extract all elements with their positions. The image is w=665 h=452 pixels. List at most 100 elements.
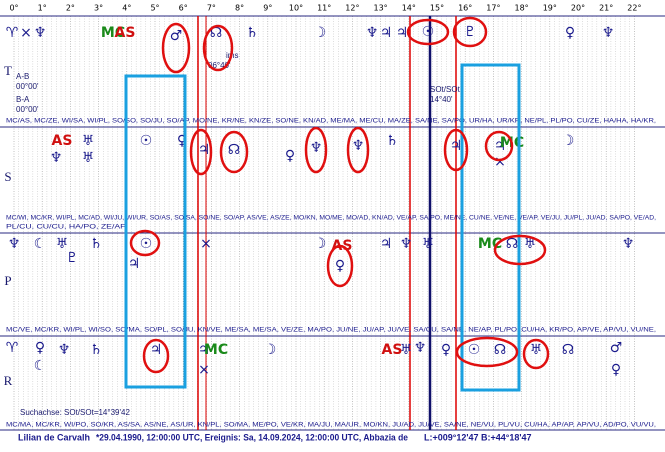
highlight-layer (124, 16, 550, 392)
degree-label: 15° (430, 4, 444, 13)
planet-glyph: MC (101, 25, 125, 41)
highlight-circle (406, 18, 450, 46)
planet-glyph: ♂ (170, 28, 183, 44)
degree-label: 21° (599, 4, 613, 13)
planet-glyph: ♅ (82, 150, 95, 166)
planet-glyph: ♆ (352, 138, 365, 154)
planet-glyph: AS (382, 342, 403, 358)
planet-glyph: ♄ (386, 133, 399, 149)
degree-label: 22° (627, 4, 641, 13)
planet-glyph: ♅ (422, 236, 435, 252)
planet-glyph: ☊ (494, 342, 506, 358)
planet-glyph: AS (115, 25, 136, 41)
planet-glyph: ♆ (414, 340, 427, 356)
planet-glyph: ♃ (380, 236, 393, 252)
degree-label: 3° (94, 4, 103, 13)
planet-glyph: ♀ (441, 342, 451, 358)
planet-glyph: × (200, 236, 212, 252)
highlight-circle (202, 24, 234, 72)
degree-label: 1° (38, 4, 47, 13)
degree-label: 2° (66, 4, 75, 13)
degree-label: 14° (402, 4, 416, 13)
planet-glyph: ☽ (314, 236, 327, 252)
planet-glyph: ♃ (198, 342, 211, 358)
highlight-circle (142, 338, 170, 374)
planet-glyph: × (20, 25, 32, 41)
degree-label: 7° (207, 4, 216, 13)
planet-glyph: ☊ (210, 25, 222, 41)
degree-label: 17° (486, 4, 500, 13)
glyph-layer: MC/AS, MC/ZE, WI/SA, WI/PL, SO/SO, SO/JU… (4, 24, 657, 429)
planet-glyph: ☾ (34, 236, 47, 252)
planet-glyph: ☊ (228, 142, 240, 158)
degree-label: 19° (543, 4, 557, 13)
planet-glyph: ♃ (380, 25, 393, 41)
planet-glyph: ♂ (610, 340, 623, 356)
planet-glyph: × (494, 154, 506, 170)
planet-glyph: ☉ (140, 133, 153, 149)
sot-value: 14°40' (430, 95, 453, 104)
ab-value: 00°00' (16, 82, 39, 91)
planet-glyph: ♀ (611, 362, 621, 378)
highlight-circle (161, 22, 191, 74)
planet-glyph: ♆ (602, 25, 615, 41)
planet-glyph: ♃ (128, 256, 141, 272)
planet-glyph: ♆ (622, 236, 635, 252)
degree-label: 16° (458, 4, 472, 13)
planet-glyph: ☉ (468, 342, 481, 358)
planet-glyph: ♃ (198, 142, 211, 158)
planet-glyph: ☊ (506, 236, 518, 252)
highlight-box (124, 74, 187, 389)
planet-glyph: ☽ (314, 25, 327, 41)
footer-coords: L:+009°12'47 B:+44°18'47 (424, 432, 532, 442)
planet-glyph: ♆ (50, 150, 63, 166)
planet-glyph: ♇ (464, 24, 477, 40)
planet-glyph: ♃ (494, 138, 507, 154)
footer-event: *29.04.1990, 12:00:00 UTC, Ereignis: Sa,… (96, 432, 408, 442)
midpoint-line: MC/WI, MC/KR, WI/PL, MC/AD, WI/JU, WI/UR… (6, 216, 656, 222)
planet-glyph: ♄ (246, 25, 259, 41)
degree-label: 12° (345, 4, 359, 13)
ab-label: A-B (16, 72, 29, 81)
planet-glyph: ♄ (90, 342, 103, 358)
degree-label: 5° (150, 4, 159, 13)
planet-glyph: ♀ (285, 148, 295, 164)
planet-glyph: ♈ (6, 340, 19, 356)
degree-label: 8° (235, 4, 244, 13)
planet-glyph: ☾ (34, 358, 47, 374)
planet-glyph: ☽ (264, 342, 277, 358)
planet-glyph: ☉ (140, 236, 153, 252)
planet-glyph: ♅ (400, 342, 413, 358)
highlight-circle (484, 130, 514, 162)
planet-glyph: ☉ (422, 24, 435, 40)
planet-glyph: ♇ (66, 250, 79, 266)
planet-glyph: AS (52, 133, 73, 149)
planet-glyph: × (198, 362, 210, 378)
row-label: P (4, 273, 11, 288)
footer-person: Lilian de Carvalh (18, 432, 90, 442)
degree-label: 20° (571, 4, 585, 13)
planet-glyph: ♈ (6, 25, 19, 41)
planet-glyph: ♃ (396, 25, 409, 41)
highlight-circle (455, 336, 519, 368)
highlight-circle (326, 244, 354, 288)
highlight-circle (189, 128, 213, 176)
planet-glyph: ♀ (35, 340, 45, 356)
degree-label: 9° (263, 4, 272, 13)
planet-glyph: ♆ (310, 140, 323, 156)
highlight-circle (452, 16, 488, 48)
planet-glyph: ♆ (366, 25, 379, 41)
degree-label: 18° (515, 4, 529, 13)
midpoint-line: MC/MA, MC/KR, WI/PO, SO/KR, AS/SA, AS/NE… (6, 423, 656, 429)
planet-glyph: ☊ (562, 342, 574, 358)
planet-glyph: ♅ (524, 236, 537, 252)
search-axis: Suchachse: SOt/SOt=14°39'42 (20, 408, 130, 417)
planet-glyph: ♆ (8, 236, 21, 252)
highlight-circle (443, 128, 469, 172)
row-label: T (4, 63, 12, 78)
planet-glyph: ♅ (82, 133, 95, 149)
ims-value: 06°40' (208, 61, 231, 70)
degree-label: 10° (289, 4, 303, 13)
